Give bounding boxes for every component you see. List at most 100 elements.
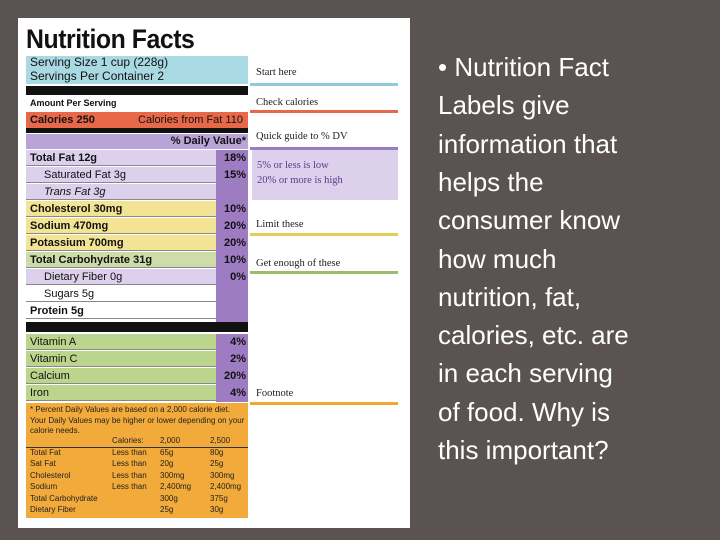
dv-header: % Daily Value*: [170, 135, 246, 147]
nutrient-dv: 20%: [223, 237, 246, 249]
footnote-cell: Cholesterol: [30, 470, 71, 480]
nutrient-dv: 0%: [230, 271, 246, 283]
annotation: Limit these: [256, 219, 304, 230]
annotation-line: [250, 147, 398, 150]
footnote-cell: Less than: [112, 482, 147, 491]
bullet-line: this important?: [438, 435, 609, 465]
bullet-line: how much: [438, 243, 557, 274]
vitamin-row: [26, 385, 216, 401]
serving-size: Serving Size 1 cup (228g): [30, 55, 169, 69]
footnote-cell: Less than: [112, 459, 147, 468]
annotation: Footnote: [256, 388, 294, 399]
calories: Calories 250: [30, 114, 95, 126]
nutrient-row: [26, 303, 216, 319]
footnote-cell: 300g: [160, 493, 178, 503]
bullet-line: in each serving: [438, 358, 613, 389]
vitamin-name: Vitamin A: [30, 336, 77, 348]
nutrient-row: [26, 201, 216, 217]
vitamin-row: [26, 334, 216, 350]
nutrient-name: Total Fat 12g: [30, 152, 98, 164]
annotation: Check calories: [256, 97, 319, 108]
nutrient-name: Dietary Fiber 0g: [44, 271, 123, 283]
nutrient-name: Sodium 470mg: [30, 220, 109, 232]
footnote-cell: Total Carbohydrate: [30, 493, 98, 503]
vitamin-dv: 2%: [230, 353, 246, 365]
bullet-line: Labels give: [438, 90, 570, 121]
nutrient-dv: 10%: [223, 203, 246, 215]
thick-rule: [26, 86, 248, 95]
nutrient-name: Saturated Fat 3g: [44, 169, 126, 181]
nutrient-name: Trans Fat 3g: [44, 186, 106, 198]
footnote-cell: 2,400mg: [160, 482, 192, 491]
nutrient-dv: 15%: [223, 169, 246, 181]
nutrient-name: Sugars 5g: [44, 288, 95, 300]
serving-block: [26, 56, 248, 84]
nutrient-row: [26, 269, 216, 285]
footnote-cell: 2,400mg: [210, 482, 242, 491]
annotation: Start here: [256, 67, 297, 78]
vitamin-dv: 4%: [230, 336, 246, 348]
footnote-cell: 80g: [210, 447, 224, 457]
nutrient-row: [26, 218, 216, 234]
vitamin-name: Vitamin C: [30, 353, 78, 365]
nutrient-row: [26, 167, 216, 183]
bullet-line: helps the: [438, 166, 544, 197]
footnote-cell: 300mg: [160, 470, 185, 480]
bullet-line: information that: [438, 128, 618, 159]
servings-per-container: Servings Per Container 2: [30, 69, 165, 83]
footnote-cell: 2,500: [210, 436, 231, 445]
footnote-cell: Sat Fat: [30, 459, 56, 468]
annotation-line: [250, 233, 398, 236]
annotation: Quick guide to % DV: [256, 131, 348, 142]
footnote-block: [26, 403, 248, 518]
nutrient-row: [26, 286, 216, 302]
medium-rule: [26, 128, 248, 133]
vitamin-dv: 4%: [230, 387, 246, 399]
footnote-cell: Less than: [112, 447, 147, 457]
footnote-cell: 25g: [210, 459, 224, 468]
vit-column: [216, 334, 248, 402]
nutrient-dv: 20%: [223, 220, 246, 232]
dv-header-row: [26, 134, 248, 149]
nutrient-name: Cholesterol 30mg: [30, 203, 123, 215]
annotation: 20% or more is high: [257, 175, 343, 186]
annotation-line: [250, 402, 398, 405]
nutrient-row: [26, 184, 216, 200]
nutrient-row: [26, 235, 216, 251]
footnote-cell: 30g: [210, 505, 224, 514]
nutrient-dv: 10%: [223, 254, 246, 266]
bullet-line: • Nutrition Fact: [438, 52, 609, 82]
footnote-cell: 300mg: [210, 470, 235, 480]
annotation-line: [250, 110, 398, 113]
calories-row: [26, 112, 248, 128]
nutrient-name: Total Carbohydrate 31g: [30, 254, 153, 266]
label-title: Nutrition Facts: [26, 24, 195, 54]
annotation: Get enough of these: [256, 258, 341, 269]
footnote-cell: Dietary Fiber: [30, 505, 76, 514]
nutrient-row: [26, 252, 216, 268]
amount-per-serving: Amount Per Serving: [30, 98, 117, 108]
footnote-text: * Percent Daily Values are based on a 2,…: [30, 405, 245, 435]
bullet-line: nutrition, fat,: [438, 281, 582, 312]
annotation-box: [252, 150, 398, 200]
footnote-cell: Less than: [112, 470, 147, 480]
vitamin-row: [26, 368, 216, 384]
bullet-line: of food. Why is: [438, 396, 610, 427]
footnote-cell: Total Fat: [30, 447, 61, 457]
footnote-cell: 2,000: [160, 436, 181, 445]
annotation: 5% or less is low: [257, 160, 329, 171]
nutrient-row: [26, 150, 216, 166]
bullet-line: calories, etc. are: [438, 320, 629, 351]
vitamin-row: [26, 351, 216, 367]
bullet-line: consumer know: [438, 205, 621, 236]
footnote-cell: 65g: [160, 447, 174, 457]
annotation-line: [250, 271, 398, 274]
footnote-cell: Sodium: [30, 482, 58, 491]
dv-column: [216, 150, 248, 322]
thick-rule: [26, 322, 248, 332]
footnote-cell: Calories:: [112, 436, 144, 445]
footnote-cell: 20g: [160, 459, 174, 468]
nutrient-name: Potassium 700mg: [30, 237, 124, 249]
vitamin-name: Calcium: [30, 370, 70, 382]
